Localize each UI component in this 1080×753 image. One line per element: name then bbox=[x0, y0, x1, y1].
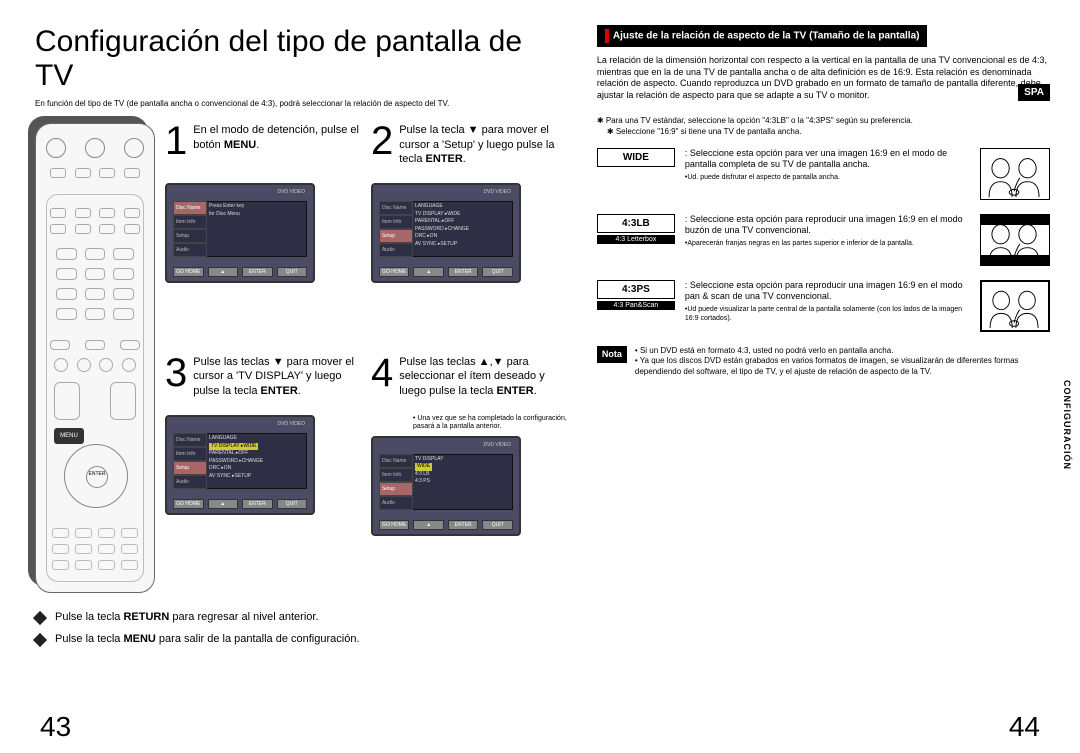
option-label: WIDE bbox=[597, 148, 675, 167]
page-number-left: 43 bbox=[40, 711, 71, 743]
step-3: 3 Pulse las teclas ▼ para mover el curso… bbox=[165, 355, 361, 593]
step-number: 1 bbox=[165, 123, 187, 177]
option-text: : Seleccione esta opción para reproducir… bbox=[685, 280, 970, 332]
option-row: 4:3LB 4:3 Letterbox : Seleccione esta opci… bbox=[597, 214, 1050, 266]
nota-label: Nota bbox=[597, 346, 627, 364]
tv-screen-2: DVD VIDEO Disc NameItem InfoSetupAudio L… bbox=[371, 183, 521, 283]
intro-paragraph: La relación de la dimensión horizontal c… bbox=[597, 55, 1050, 102]
option-row: 4:3PS 4:3 Pan&Scan : Seleccione esta opció… bbox=[597, 280, 1050, 332]
option-sublabel: 4:3 Letterbox bbox=[597, 235, 675, 244]
option-text: : Seleccione esta opción para ver una im… bbox=[685, 148, 970, 200]
option-sublabel: 4:3 Pan&Scan bbox=[597, 301, 675, 310]
tv-screen-4: DVD VIDEO Disc NameItem InfoSetupAudio T… bbox=[371, 436, 521, 536]
tip-line: Seleccione "16:9" si tiene una TV de pan… bbox=[607, 127, 1050, 136]
option-illustration bbox=[980, 280, 1050, 332]
option-row: WIDE : Seleccione esta opción para ver un… bbox=[597, 148, 1050, 200]
nota-text: Si un DVD está en formato 4:3, usted no … bbox=[635, 346, 1050, 377]
section-tab: CONFIGURACIÓN bbox=[1062, 380, 1072, 470]
aspect-options: WIDE : Seleccione esta opción para ver un… bbox=[597, 148, 1050, 332]
step-number: 4 bbox=[371, 355, 393, 409]
step-4: 4 Pulse las teclas ▲,▼ para seleccionar … bbox=[371, 355, 567, 593]
step-text: En el modo de detención, pulse el botón … bbox=[193, 123, 361, 177]
step-number: 3 bbox=[165, 355, 187, 409]
step-text: Pulse las teclas ▼ para mover el cursor … bbox=[193, 355, 361, 409]
step-1: 1 En el modo de detención, pulse el botó… bbox=[165, 123, 361, 341]
language-tab: SPA bbox=[1018, 84, 1050, 101]
steps-grid: 1 En el modo de detención, pulse el botó… bbox=[165, 123, 567, 593]
nota-item: Si un DVD está en formato 4:3, usted no … bbox=[635, 346, 1050, 356]
diamond-icon bbox=[33, 611, 47, 625]
tv-screen-1: DVD VIDEO Disc NameItem InfoSetupAudio P… bbox=[165, 183, 315, 283]
nota-item: Ya que los discos DVD están grabados en … bbox=[635, 356, 1050, 377]
tip-line: Para una TV estándar, seleccione la opci… bbox=[597, 116, 1050, 125]
remote-illustration: MENU ENTER bbox=[35, 123, 155, 593]
step-number: 2 bbox=[371, 123, 393, 177]
option-text: : Seleccione esta opción para reproducir… bbox=[685, 214, 970, 266]
section-banner: Ajuste de la relación de aspecto de la T… bbox=[597, 25, 928, 47]
remote-menu-button: MENU bbox=[54, 428, 84, 444]
option-label: 4:3LB bbox=[597, 214, 675, 233]
step-note: • Una vez que se ha completado la config… bbox=[413, 415, 567, 432]
page-number-right: 44 bbox=[1009, 711, 1040, 743]
page-subtitle: En función del tipo de TV (de pantalla a… bbox=[35, 99, 567, 109]
step-text: Pulse las teclas ▲,▼ para seleccionar el… bbox=[399, 355, 567, 409]
star-tips: Para una TV estándar, seleccione la opci… bbox=[597, 116, 1050, 136]
page-title: Configuración del tipo de pantalla de TV bbox=[35, 25, 567, 93]
remote-enter-button: ENTER bbox=[86, 466, 108, 488]
nota-block: Nota Si un DVD está en formato 4:3, uste… bbox=[597, 346, 1050, 377]
step-2: 2 Pulse la tecla ▼ para mover el cursor … bbox=[371, 123, 567, 341]
bullet-return: Pulse la tecla RETURN para regresar al n… bbox=[35, 611, 567, 623]
bullet-menu: Pulse la tecla MENU para salir de la pan… bbox=[35, 633, 567, 645]
option-illustration bbox=[980, 148, 1050, 200]
diamond-icon bbox=[33, 633, 47, 647]
bottom-bullets: Pulse la tecla RETURN para regresar al n… bbox=[35, 611, 567, 645]
option-illustration bbox=[980, 214, 1050, 266]
step-text: Pulse la tecla ▼ para mover el cursor a … bbox=[399, 123, 567, 177]
option-label: 4:3PS bbox=[597, 280, 675, 299]
tv-screen-3: DVD VIDEO Disc NameItem InfoSetupAudio L… bbox=[165, 415, 315, 515]
remote-dpad: ENTER bbox=[64, 444, 128, 508]
